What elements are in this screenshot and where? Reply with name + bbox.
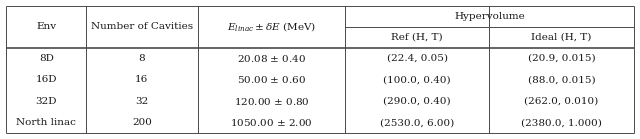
Text: (2380.0, 1.000): (2380.0, 1.000) — [521, 118, 602, 127]
Text: 16D: 16D — [35, 75, 57, 84]
Text: 120.00 $\pm$ 0.80: 120.00 $\pm$ 0.80 — [234, 96, 309, 107]
Text: (290.0, 0.40): (290.0, 0.40) — [383, 97, 451, 106]
Text: (262.0, 0.010): (262.0, 0.010) — [524, 97, 598, 106]
Text: 8: 8 — [139, 54, 145, 63]
Text: North linac: North linac — [16, 118, 76, 127]
Text: 20.08 $\pm$ 0.40: 20.08 $\pm$ 0.40 — [237, 53, 306, 64]
Text: 32D: 32D — [35, 97, 57, 106]
Text: 8D: 8D — [39, 54, 54, 63]
Text: Number of Cavities: Number of Cavities — [91, 22, 193, 31]
Text: (2530.0, 6.00): (2530.0, 6.00) — [380, 118, 454, 127]
Text: Env: Env — [36, 22, 56, 31]
Text: Ref (H, T): Ref (H, T) — [392, 33, 443, 42]
Text: Hypervolume: Hypervolume — [454, 12, 525, 21]
Text: (20.9, 0.015): (20.9, 0.015) — [527, 54, 595, 63]
Text: 200: 200 — [132, 118, 152, 127]
Text: 32: 32 — [135, 97, 148, 106]
Text: 16: 16 — [135, 75, 148, 84]
Text: 50.00 $\pm$ 0.60: 50.00 $\pm$ 0.60 — [237, 74, 306, 85]
Text: (100.0, 0.40): (100.0, 0.40) — [383, 75, 451, 84]
Text: Ideal (H, T): Ideal (H, T) — [531, 33, 591, 42]
Text: (22.4, 0.05): (22.4, 0.05) — [387, 54, 448, 63]
Text: (88.0, 0.015): (88.0, 0.015) — [527, 75, 595, 84]
Text: $E_{linac} \pm \delta E$ (MeV): $E_{linac} \pm \delta E$ (MeV) — [227, 20, 316, 33]
Text: 1050.00 $\pm$ 2.00: 1050.00 $\pm$ 2.00 — [230, 117, 313, 128]
